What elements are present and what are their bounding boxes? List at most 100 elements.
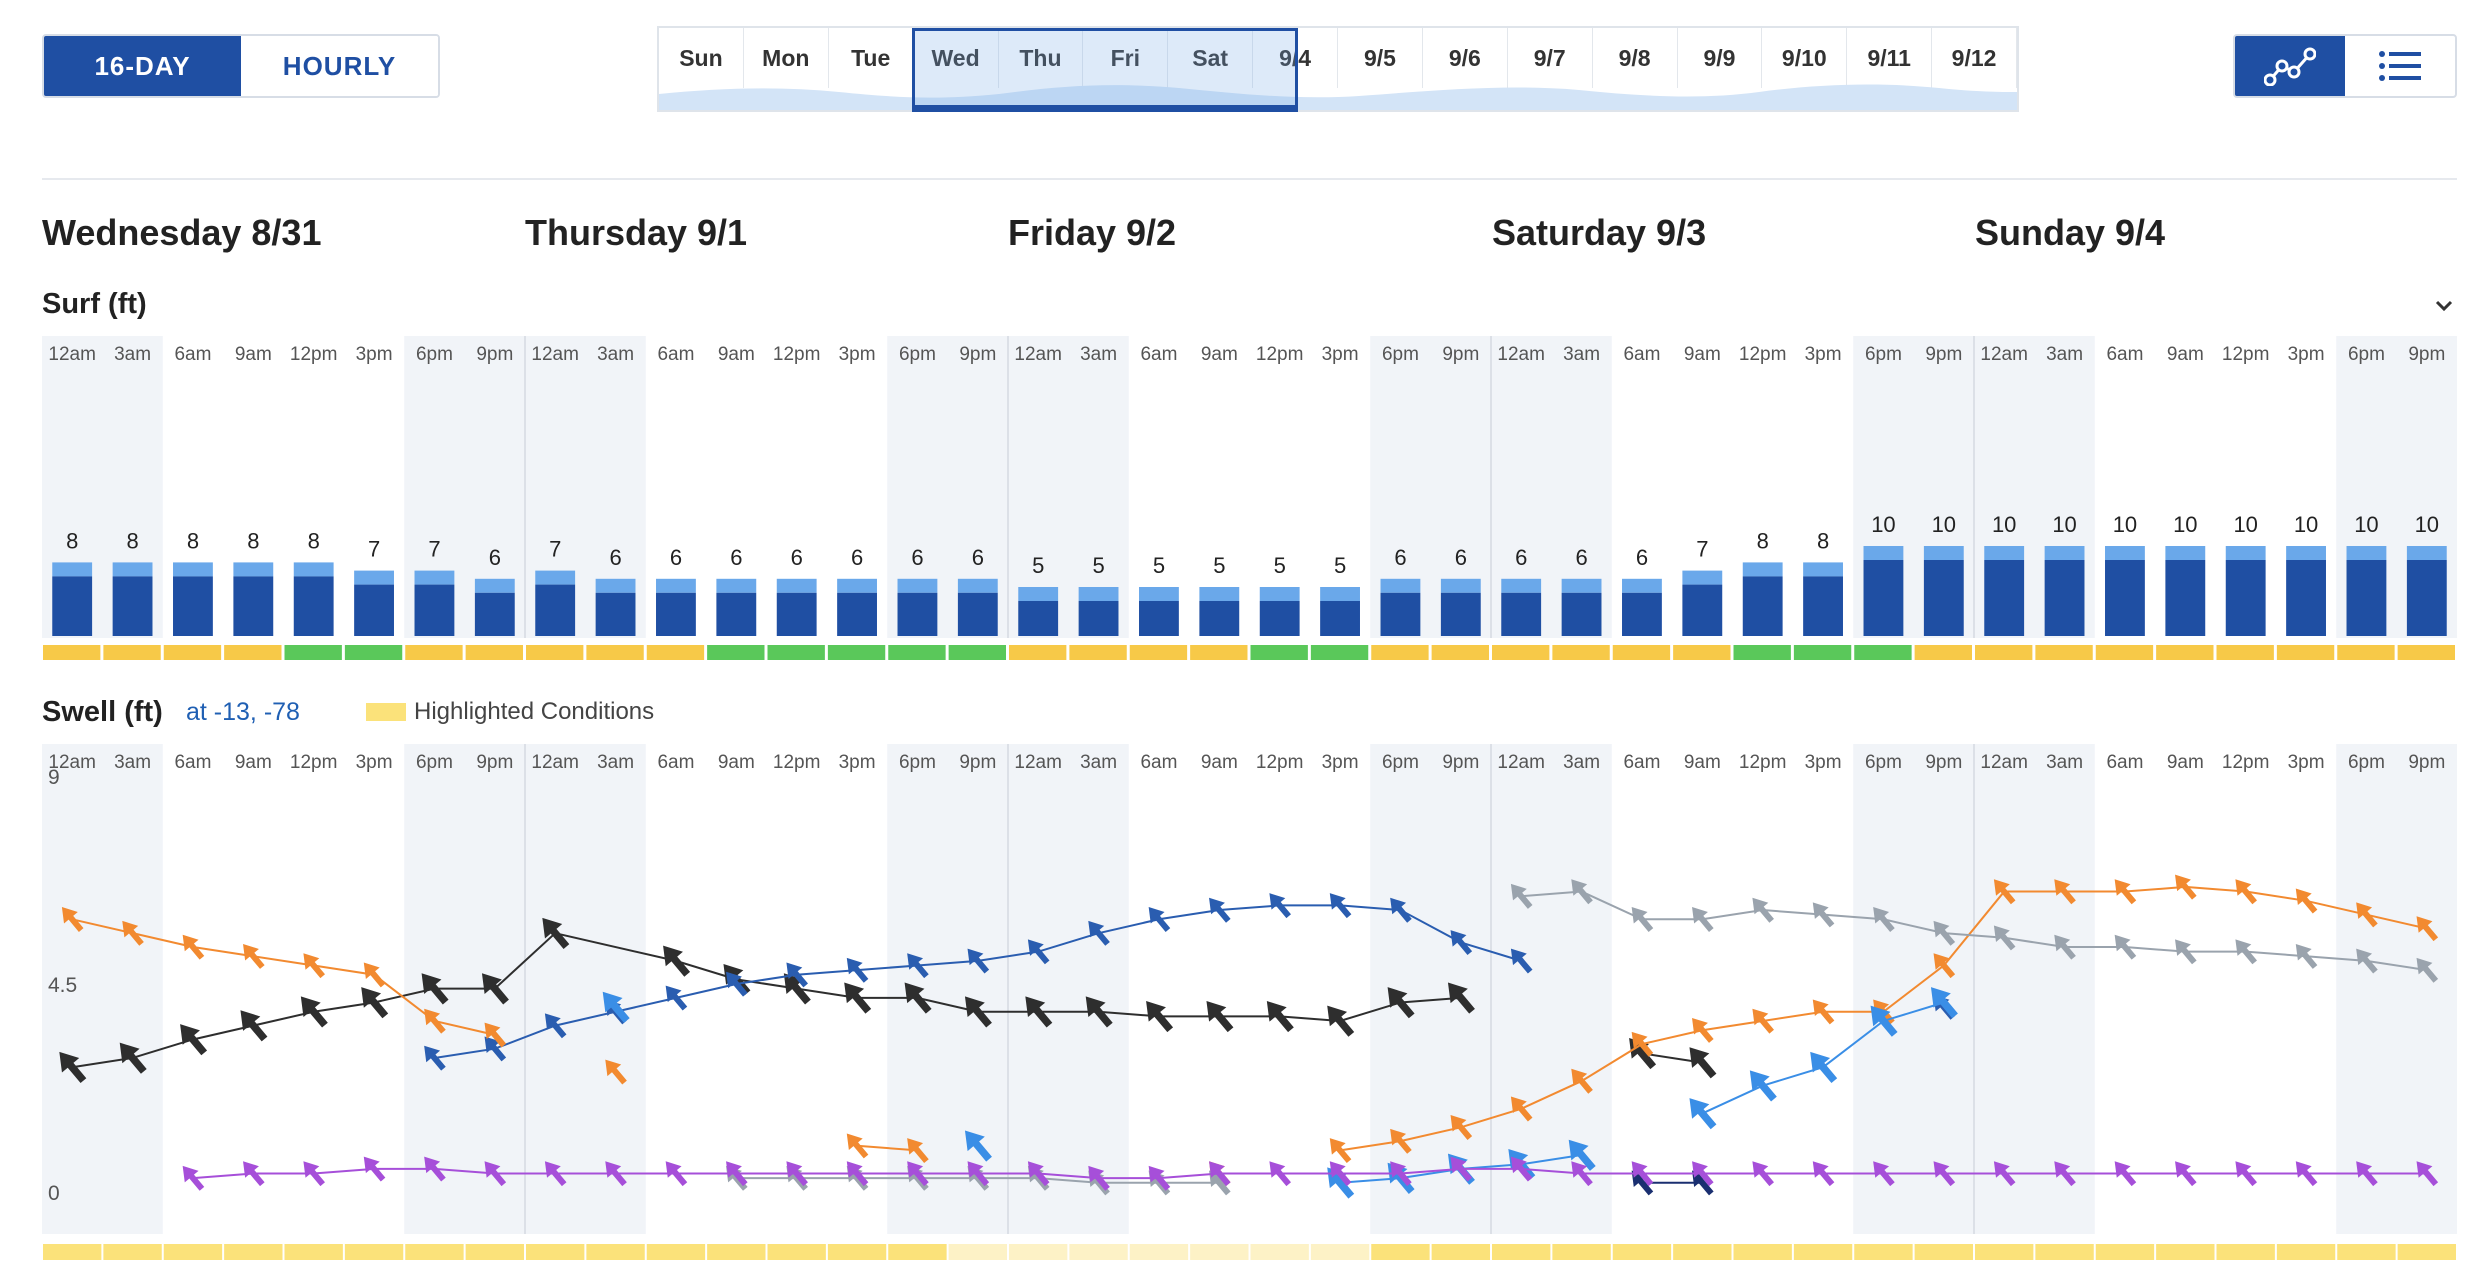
swell-direction-arrow [424, 1008, 446, 1034]
swell-direction-arrow [243, 1161, 265, 1187]
day-range-selector[interactable]: 9/12 9/11 9/10 9/9 9/8 9/7 9/6 9/5 9/4 Sat Fri Thu W… [657, 26, 2019, 112]
swell-arrow-head [1387, 987, 1415, 1019]
surf-bar-top [1320, 587, 1360, 601]
condition-cell [646, 645, 705, 660]
day-option-9-4[interactable]: 9/4 [1253, 28, 1338, 88]
swell-direction-arrow [2356, 1161, 2378, 1187]
swell-direction-arrow [1387, 987, 1415, 1019]
swell-arrow-head [544, 1161, 567, 1187]
surf-bar-top [2165, 546, 2206, 560]
swell-arrow-head [665, 985, 688, 1011]
surf-bar-top [535, 570, 576, 585]
chevron-down-icon[interactable] [2434, 296, 2454, 316]
tab-16-day[interactable]: 16-DAY [44, 36, 241, 96]
day-option-Thu[interactable]: Thu [999, 28, 1084, 88]
swell-direction-arrow [1692, 1170, 1714, 1196]
surf-bar-label: 7 [428, 537, 440, 562]
swell-arrow-head [421, 973, 449, 1005]
swell-direction-arrow [846, 1161, 869, 1187]
time-tick-label: 9pm [476, 344, 513, 365]
day-option-9-11[interactable]: 9/11 [1847, 28, 1933, 88]
time-tick-label: 12pm [1739, 344, 1787, 365]
surf-bar [776, 592, 817, 636]
forecast-mode-toggle: 16-DAY HOURLY [42, 34, 440, 98]
swell-direction-arrow [1329, 1161, 1352, 1187]
surf-bar-top [1199, 587, 1240, 601]
surf-bar-top [474, 578, 515, 593]
surf-bar-label: 8 [247, 528, 259, 553]
day-option-9-9[interactable]: 9/9 [1678, 28, 1763, 88]
day-option-9-8[interactable]: 9/8 [1593, 28, 1678, 88]
swell-arrow-head [1209, 1170, 1231, 1196]
night-band [887, 744, 1008, 1234]
swell-direction-arrow [2235, 939, 2257, 965]
day-option-Tue[interactable]: Tue [829, 28, 914, 88]
swell-arrow-head [1933, 953, 1956, 979]
swell-direction-arrow [1148, 907, 1171, 932]
swell-arrow-head [786, 1161, 808, 1187]
swell-arrow-head [1450, 1115, 1473, 1140]
swell-direction-arrow [1148, 1165, 1171, 1191]
swell-direction-arrow [1027, 939, 1050, 965]
time-tick-label: 9am [235, 344, 272, 365]
swell-direction-arrow [1269, 893, 1291, 919]
highlight-cell [1250, 1244, 1309, 1260]
surf-bar-label: 10 [2354, 512, 2378, 537]
day-option-Fri[interactable]: Fri [1083, 28, 1169, 88]
swell-arrow-head [1390, 897, 1412, 923]
swell-direction-arrow [363, 1156, 386, 1182]
swell-direction-arrow [907, 953, 929, 979]
time-tick-label: 9am [2167, 344, 2204, 365]
surf-bar-label: 8 [187, 528, 199, 553]
swell-arrow-head [1933, 1161, 1956, 1187]
swell-arrow-head [904, 982, 932, 1014]
day-option-9-5[interactable]: 9/5 [1338, 28, 1423, 88]
swell-direction-arrow [1450, 1156, 1473, 1182]
swell-arrow-head [1390, 1128, 1412, 1154]
swell-arrow-head [1450, 930, 1473, 956]
surf-bar [233, 576, 274, 636]
swell-arrow-head [663, 945, 691, 977]
day-option-9-7[interactable]: 9/7 [1508, 28, 1593, 88]
day-option-Mon[interactable]: Mon [744, 28, 829, 88]
swell-arrow-head [964, 1130, 992, 1162]
swell-arrow-head [542, 917, 570, 949]
swell-arrow-head [61, 907, 84, 932]
day-heading-fri: Friday 9/2 [1008, 212, 1177, 253]
swell-direction-arrow [1390, 1128, 1412, 1154]
swell-direction-arrow [59, 1051, 87, 1084]
chart-graph-icon[interactable] [2235, 36, 2345, 96]
surf-bar [1199, 601, 1240, 636]
day-option-Sat[interactable]: Sat [1168, 28, 1254, 88]
tab-hourly[interactable]: HOURLY [241, 36, 438, 96]
condition-cell [2276, 645, 2335, 660]
surf-bar [1803, 576, 1843, 636]
condition-cell [2156, 645, 2214, 660]
surf-bar-top [1139, 587, 1179, 601]
swell-direction-arrow [1752, 1008, 1774, 1034]
swell-arrow-head [1269, 893, 1291, 919]
surf-bar [897, 592, 938, 636]
swell-arrow-head [907, 1138, 929, 1164]
day-option-9-10[interactable]: 9/10 [1762, 28, 1848, 88]
day-option-Wed[interactable]: Wed [914, 28, 999, 88]
list-view-icon[interactable] [2345, 36, 2455, 96]
swell-direction-arrow [602, 991, 630, 1023]
swell-direction-arrow [786, 1161, 808, 1187]
surf-bar [414, 584, 455, 636]
day-option-9-6[interactable]: 9/6 [1423, 28, 1508, 88]
time-tick-label: 3pm [1322, 344, 1359, 365]
swell-arrow-head [2175, 1161, 2197, 1187]
swell-arrow-head [1510, 948, 1533, 974]
surf-bar-top [716, 578, 757, 593]
time-tick-label: 12am [1497, 344, 1545, 365]
swell-direction-arrow [1993, 1161, 2016, 1187]
swell-direction-arrow [2054, 879, 2076, 905]
swell-arrow-head [484, 1161, 507, 1187]
swell-direction-arrow [1088, 1165, 1110, 1191]
day-option-Sun[interactable]: Sun [659, 28, 744, 88]
condition-cell [1371, 645, 1429, 660]
time-tick-label: 3pm [356, 752, 393, 773]
swell-arrow-head [1510, 1156, 1533, 1182]
day-option-9-12[interactable]: 9/12 [1932, 28, 2017, 88]
